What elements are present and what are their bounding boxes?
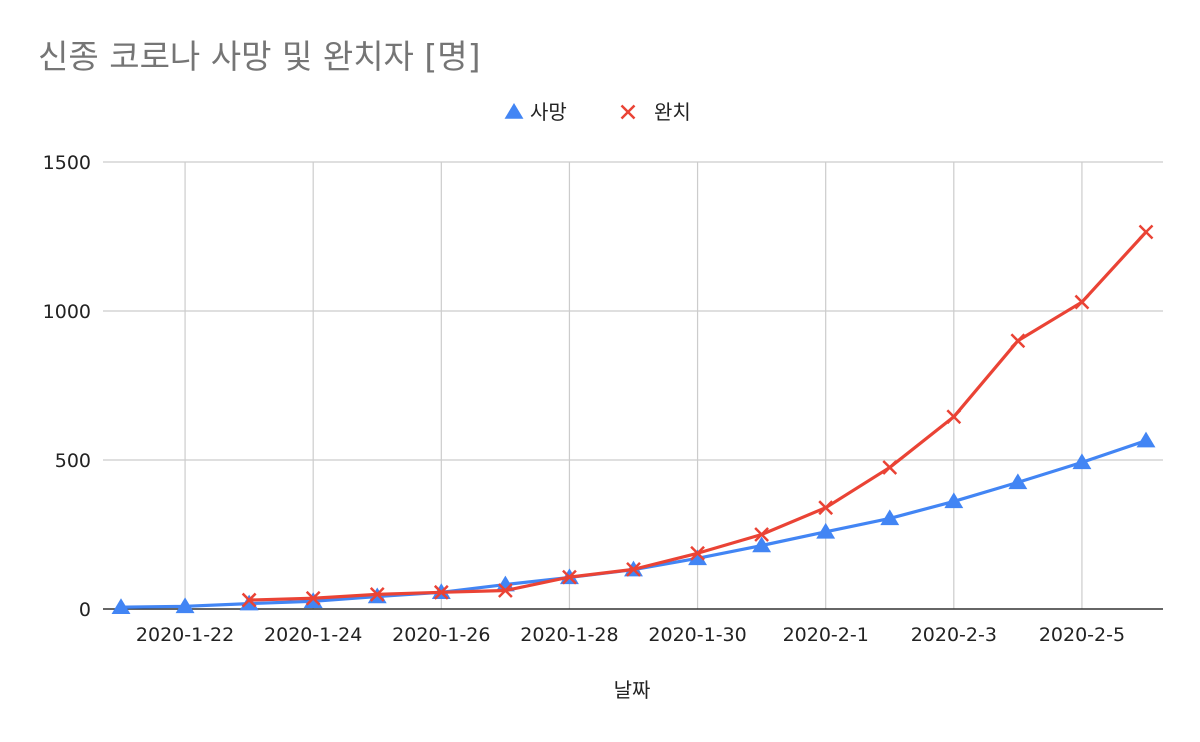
- data-point: [688, 549, 708, 566]
- data-point: [562, 569, 577, 585]
- y-tick-label: 1000: [43, 301, 91, 323]
- data-point: [369, 587, 385, 602]
- data-point: [497, 583, 513, 598]
- axes: 0 500 1000 1500 2020-1-22 2020-1-24 2020-1-26 2…: [43, 152, 1163, 646]
- legend-item: 사망: [504, 100, 567, 124]
- data-point: [690, 545, 705, 561]
- data-point: [305, 590, 321, 606]
- x-axis-title: 날짜: [614, 678, 651, 702]
- data-point: [882, 460, 898, 475]
- y-tick-label: 1500: [43, 152, 91, 174]
- x-tick-label: 2020-1-30: [648, 624, 746, 646]
- legend-marker: [620, 104, 636, 120]
- legend: 사망 완치: [504, 100, 691, 124]
- x-tick-label: 2020-2-5: [1039, 624, 1125, 646]
- data-point: [1074, 294, 1090, 310]
- series-area: [111, 224, 1156, 614]
- x-tick-label: 2020-1-24: [264, 624, 362, 646]
- data-point: [880, 509, 900, 526]
- series-2: [241, 224, 1154, 608]
- y-tick-label: 500: [55, 450, 91, 472]
- legend-item: 완치: [620, 100, 691, 124]
- data-point: [1010, 333, 1026, 349]
- data-point: [754, 527, 770, 542]
- data-point: [433, 584, 449, 600]
- x-tick-label: 2020-1-26: [392, 624, 490, 646]
- data-point: [626, 561, 641, 577]
- legend-label: 사망: [530, 100, 567, 124]
- y-tick-label: 0: [79, 599, 91, 621]
- legend-marker: [504, 103, 524, 119]
- data-point: [1136, 431, 1156, 448]
- data-point: [175, 597, 195, 614]
- series-1: [111, 431, 1156, 614]
- data-point: [818, 500, 834, 516]
- grid: [103, 161, 1163, 609]
- x-tick-label: 2020-1-28: [520, 624, 618, 646]
- data-point: [944, 492, 964, 509]
- data-point: [946, 409, 962, 425]
- data-point: [111, 598, 131, 614]
- x-tick-label: 2020-2-3: [911, 624, 997, 646]
- data-point: [752, 536, 772, 553]
- data-point: [241, 592, 257, 608]
- chart-title: 신종 코로나 사망 및 완치자 [명]: [38, 37, 481, 76]
- x-tick-label: 2020-1-22: [136, 624, 234, 646]
- data-point: [816, 522, 836, 539]
- data-point: [1008, 473, 1028, 490]
- series-line: [119, 439, 1148, 609]
- x-tick-label: 2020-2-1: [783, 624, 869, 646]
- data-point: [1072, 453, 1092, 470]
- data-point: [1138, 224, 1154, 240]
- legend-label: 완치: [654, 100, 691, 124]
